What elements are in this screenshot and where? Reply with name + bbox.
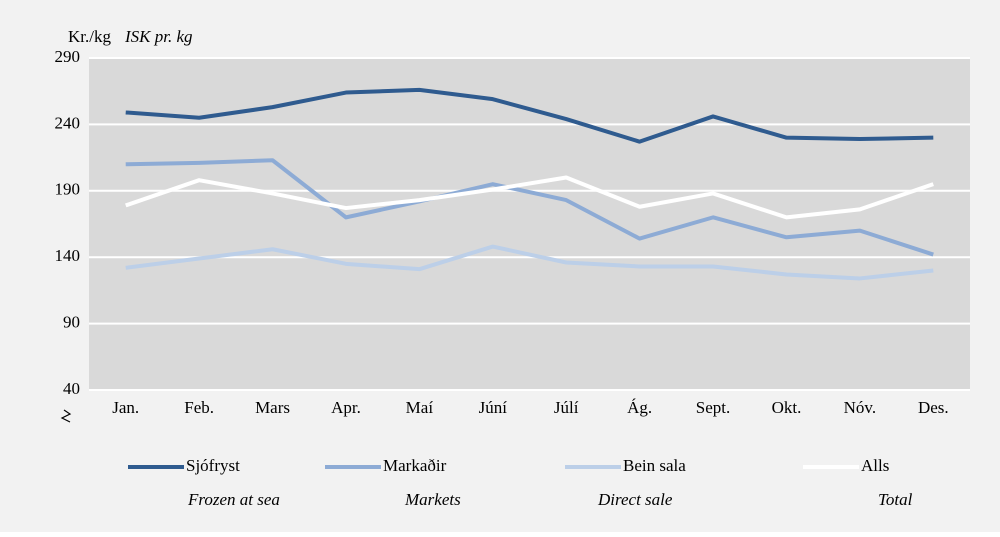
y-axis-label-en: ISK pr. kg xyxy=(124,27,193,46)
y-tick-label: 90 xyxy=(63,313,80,332)
legend-label-en: Direct sale xyxy=(597,490,673,509)
series-line xyxy=(125,158,934,257)
x-tick-label: Mars xyxy=(255,398,290,417)
y-tick-label: 140 xyxy=(55,246,81,265)
x-tick-label: Ág. xyxy=(627,398,652,417)
series-line xyxy=(125,244,934,281)
legend-label: Alls xyxy=(861,456,889,475)
x-tick-label: Nóv. xyxy=(844,398,876,417)
legend-label: Bein sala xyxy=(623,456,686,475)
x-tick-label: Júlí xyxy=(554,398,579,417)
legend-label-en: Markets xyxy=(404,490,461,509)
x-tick-label: Feb. xyxy=(184,398,214,417)
x-tick-label: Okt. xyxy=(772,398,802,417)
y-tick-label: 40 xyxy=(63,379,80,398)
legend-label-en: Frozen at sea xyxy=(187,490,280,509)
legend-label: Markaðir xyxy=(383,456,447,475)
y-tick-label: 290 xyxy=(55,47,81,66)
axis-break xyxy=(60,409,72,423)
x-tick-label: Jan. xyxy=(112,398,139,417)
x-tick-label: Sept. xyxy=(696,398,730,417)
legend-label-en: Total xyxy=(878,490,913,509)
x-tick-label: Júní xyxy=(479,398,508,417)
x-tick-label: Apr. xyxy=(331,398,361,417)
y-tick-label: 240 xyxy=(55,113,81,132)
y-tick-label: 190 xyxy=(55,180,81,199)
y-axis-label: Kr./kg xyxy=(68,27,111,46)
x-tick-label: Maí xyxy=(406,398,434,417)
legend-label: Sjófryst xyxy=(186,456,240,475)
x-tick-label: Des. xyxy=(918,398,949,417)
series-line xyxy=(125,87,934,144)
series-line xyxy=(125,175,934,220)
